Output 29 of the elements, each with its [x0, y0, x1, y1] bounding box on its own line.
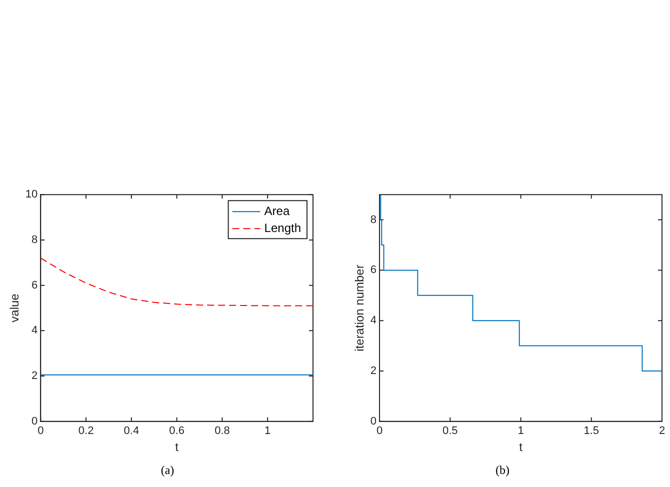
y-tick-label: 10 — [25, 188, 38, 201]
y-tick-label: 2 — [370, 365, 377, 378]
x-tick-label: 2 — [658, 425, 666, 438]
y-tick-label: 8 — [370, 214, 377, 226]
x-tick-label: 0.5 — [442, 425, 458, 438]
y-tick-label: 6 — [32, 279, 38, 292]
y-axis-title: iteration number — [352, 264, 367, 352]
y-axis-title: value — [8, 293, 22, 322]
text: (b) — [494, 463, 510, 478]
y-tick-label: 8 — [32, 234, 38, 246]
y-tick-label: 2 — [32, 370, 38, 382]
legend-label: Length — [264, 220, 301, 235]
x-tick-label: 1 — [264, 425, 271, 438]
x-tick-label: 0.4 — [124, 425, 140, 438]
x-tick-label: 1.5 — [584, 425, 600, 438]
y-tick-label: 4 — [32, 324, 38, 337]
x-axis-title: t — [175, 440, 180, 454]
x-axis-title: t — [519, 440, 524, 454]
y-tick-label: 0 — [32, 415, 38, 428]
x-tick-label: 0.2 — [78, 425, 94, 438]
line-series — [40, 258, 313, 306]
text: (a) — [160, 463, 176, 478]
x-tick-label: 0.6 — [169, 425, 184, 438]
y-tick-label: 0 — [370, 415, 377, 428]
x-tick-label: 0.8 — [214, 425, 230, 438]
y-tick-label: 6 — [370, 264, 377, 276]
x-tick-label: 1 — [518, 425, 524, 438]
legend-label: Area — [264, 204, 290, 218]
y-tick-label: 4 — [370, 314, 377, 327]
